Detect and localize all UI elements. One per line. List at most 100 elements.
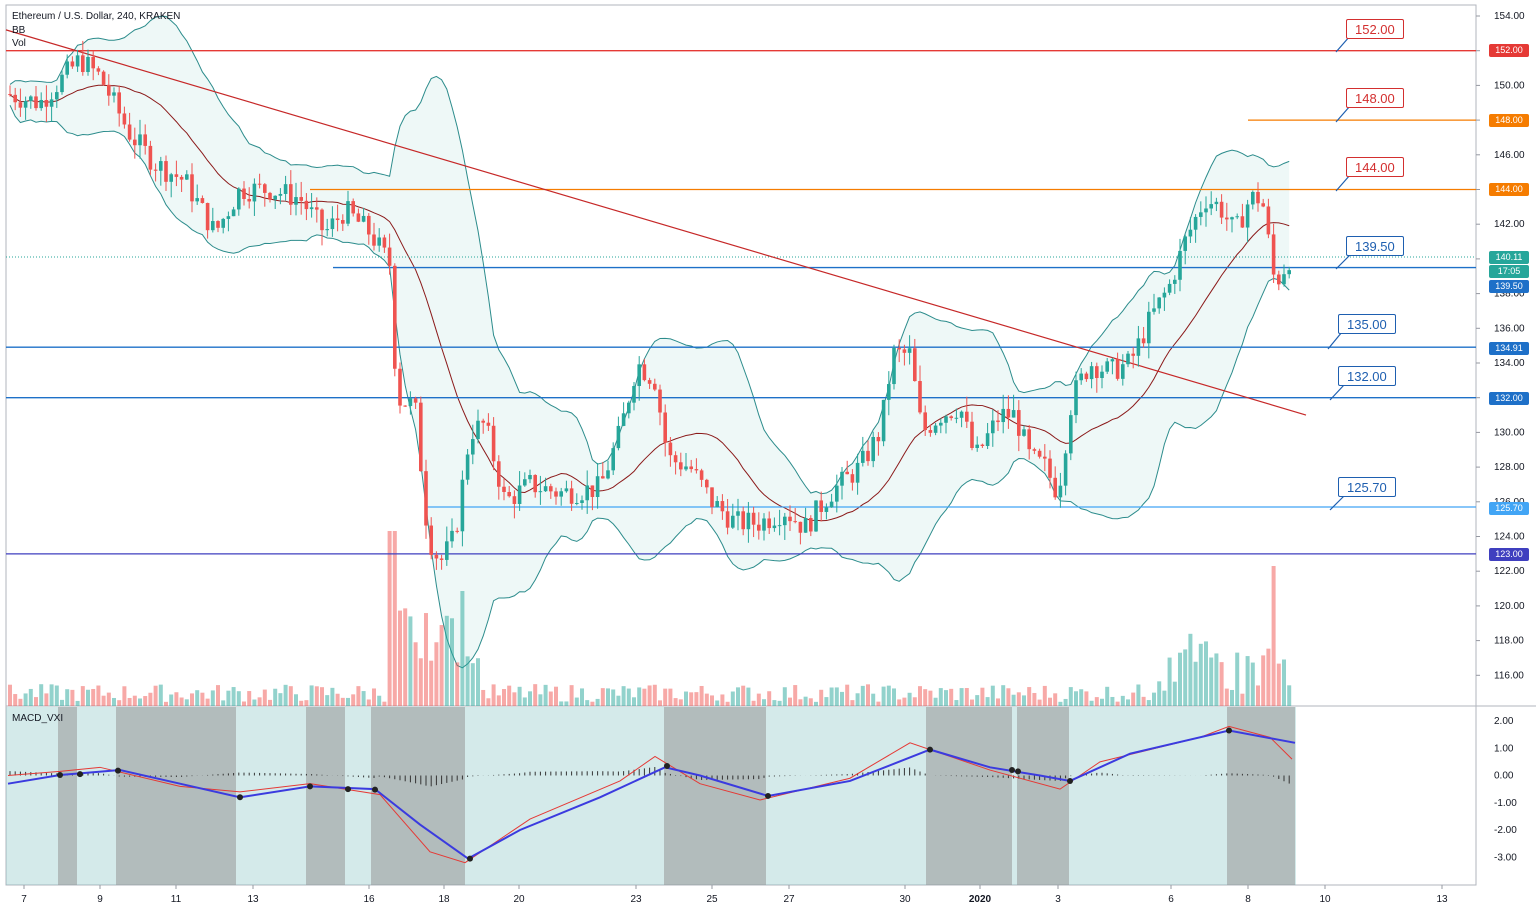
callout-139-5[interactable]: 139.50 <box>1346 236 1404 256</box>
volume-bar <box>330 687 335 706</box>
volume-bar <box>49 684 54 706</box>
candle-body <box>975 444 979 448</box>
volume-bar <box>216 685 220 706</box>
macd-indicator-label[interactable]: MACD_VXI <box>12 713 64 724</box>
candle-body <box>497 461 501 487</box>
volume-bar <box>569 685 574 706</box>
volume-bar <box>1141 696 1146 706</box>
bb-indicator-label[interactable]: BB <box>12 25 26 36</box>
candle-body <box>798 521 803 533</box>
price-tick-label: 124.00 <box>1494 532 1525 543</box>
volume-bar <box>652 684 657 706</box>
volume-bar <box>704 693 709 706</box>
candle-body <box>507 491 511 497</box>
candle-body <box>850 474 855 483</box>
candle-body <box>174 174 179 177</box>
callout-152[interactable]: 152.00 <box>1346 19 1404 39</box>
candle-body <box>1001 408 1005 423</box>
macd-shaded-region <box>116 707 236 885</box>
macd-cross-dot <box>1009 767 1015 774</box>
candle-body <box>751 512 756 525</box>
volume-bar <box>335 693 340 706</box>
volume-bar <box>18 698 23 706</box>
volume-bar <box>356 686 361 706</box>
axis-tag-125-7: 125.70 <box>1489 502 1529 515</box>
time-tick-label: 30 <box>899 894 911 905</box>
volume-bar <box>1120 695 1125 706</box>
candle-body <box>1277 274 1281 285</box>
volume-bar <box>325 695 330 706</box>
volume-bar <box>886 685 891 706</box>
candle-body <box>346 201 350 224</box>
candle-body <box>1230 217 1234 220</box>
volume-bar <box>179 697 184 706</box>
candle-body <box>725 511 730 528</box>
volume-bar <box>1105 686 1110 706</box>
candle-body <box>299 197 303 201</box>
volume-bar <box>829 687 834 706</box>
callout-144[interactable]: 144.00 <box>1346 157 1404 177</box>
candle-body <box>746 512 751 530</box>
volume-bar <box>1188 633 1193 706</box>
symbol-title[interactable]: Ethereum / U.S. Dollar, 240, KRAKEN <box>12 11 181 22</box>
macd-cross-dot <box>467 855 473 862</box>
callout-135[interactable]: 135.00 <box>1338 314 1396 334</box>
candle-body <box>408 398 413 407</box>
volume-bar <box>75 700 80 706</box>
vol-indicator-label[interactable]: Vol <box>12 38 26 49</box>
volume-bar <box>1271 566 1276 706</box>
candle-body <box>809 518 813 532</box>
candle-body <box>907 348 912 353</box>
volume-bar <box>710 695 714 706</box>
volume-bar <box>351 694 356 706</box>
volume-bar <box>720 694 725 706</box>
candle-body <box>1110 359 1115 362</box>
candle-body <box>996 420 1000 423</box>
candle-body <box>1048 458 1052 478</box>
volume-bar <box>387 531 392 706</box>
volume-bar <box>798 699 803 706</box>
volume-bar <box>923 689 928 706</box>
macd-shaded-region <box>371 707 465 885</box>
candle-body <box>1173 279 1177 284</box>
candle-body <box>195 198 199 202</box>
candle-body <box>1032 449 1037 451</box>
candle-body <box>1183 236 1187 251</box>
macd-cross-dot <box>927 746 933 753</box>
volume-bar <box>262 689 267 706</box>
volume-bar <box>871 693 876 706</box>
volume-bar <box>481 689 486 706</box>
volume-bar <box>1193 661 1198 706</box>
callout-132[interactable]: 132.00 <box>1338 366 1396 386</box>
candle-body <box>564 488 569 492</box>
candle-body <box>1204 208 1208 213</box>
volume-bar <box>424 613 428 706</box>
candle-body <box>1089 366 1094 380</box>
callout-148[interactable]: 148.00 <box>1346 88 1404 108</box>
axis-tag-123: 123.00 <box>1489 548 1529 561</box>
candle-body <box>970 421 974 448</box>
volume-bar <box>153 685 158 706</box>
volume-bar <box>1063 698 1068 706</box>
volume-bar <box>1146 700 1151 706</box>
volume-bar <box>1094 697 1099 706</box>
candle-body <box>632 386 636 403</box>
candle-body <box>1084 373 1089 380</box>
candle-body <box>855 462 860 483</box>
volume-bar <box>392 531 397 706</box>
candle-body <box>39 99 43 109</box>
volume-bar <box>803 696 808 706</box>
volume-bar <box>678 699 683 706</box>
time-tick-label: 23 <box>630 894 642 905</box>
price-tick-label: 136.00 <box>1494 323 1525 334</box>
time-tick-label: 3 <box>1055 894 1061 905</box>
candle-body <box>60 74 64 93</box>
candle-body <box>49 99 54 107</box>
volume-bar <box>658 700 662 706</box>
candle-body <box>1027 429 1031 450</box>
bollinger-basis <box>9 84 1290 522</box>
callout-125-7[interactable]: 125.70 <box>1338 477 1396 497</box>
candle-body <box>720 501 725 512</box>
